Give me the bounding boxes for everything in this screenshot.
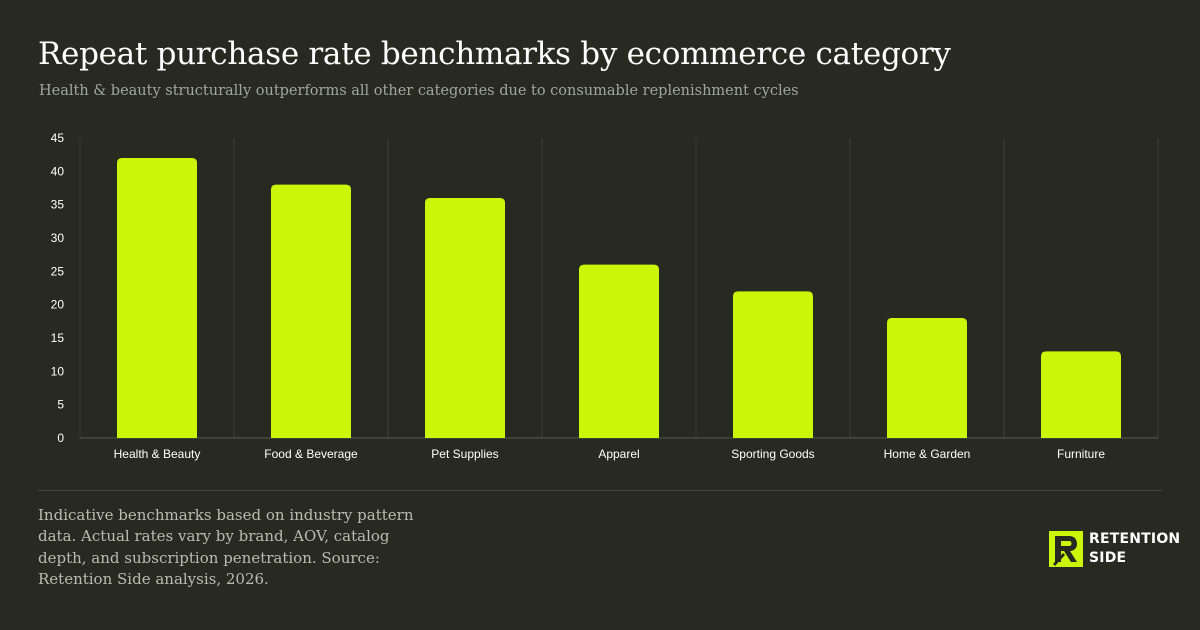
bar: [1041, 351, 1121, 438]
chart-subtitle: Health & beauty structurally outperforms…: [39, 83, 799, 99]
bar: [117, 158, 197, 438]
footer-divider: [38, 490, 1162, 491]
x-tick-label: Health & Beauty: [114, 447, 201, 461]
y-tick-label: 45: [51, 131, 65, 145]
y-tick-label: 5: [57, 398, 64, 412]
brand-name-line2: SIDE: [1089, 550, 1127, 566]
x-tick-label: Furniture: [1057, 447, 1105, 461]
bar-chart: 0 5 10 15 20 25 30 35 40 45 Health & Beauty Food &…: [51, 131, 1159, 461]
y-tick-label: 15: [51, 331, 65, 345]
bar: [271, 184, 351, 438]
x-tick-label: Pet Supplies: [431, 447, 498, 461]
y-tick-label: 30: [51, 231, 65, 245]
bar: [887, 318, 967, 438]
y-tick-label: 25: [51, 264, 65, 278]
y-tick-label: 10: [51, 364, 65, 378]
brand-logo: RETENTION SIDE: [1049, 530, 1180, 568]
retention-side-logo-icon: [1049, 531, 1083, 567]
bar: [579, 264, 659, 438]
bar: [733, 291, 813, 438]
footnote: Indicative benchmarks based on industry …: [38, 506, 414, 588]
brand-name-line1: RETENTION: [1089, 531, 1181, 547]
x-tick-label: Apparel: [598, 447, 639, 461]
y-tick-label: 40: [51, 164, 65, 178]
y-tick-label: 0: [57, 431, 64, 445]
bar: [425, 198, 505, 438]
x-tick-label: Food & Beverage: [264, 447, 358, 461]
x-tick-label: Sporting Goods: [731, 447, 814, 461]
x-axis-ticks: Health & Beauty Food & Beverage Pet Suppli…: [114, 447, 1106, 461]
chart-title: Repeat purchase rate benchmarks by ecomm…: [38, 36, 951, 72]
x-tick-label: Home & Garden: [884, 447, 971, 461]
y-tick-label: 35: [51, 198, 65, 212]
chart-bars: [117, 158, 1121, 438]
y-axis-ticks: 0 5 10 15 20 25 30 35 40 45: [51, 131, 65, 445]
brand-name: RETENTION SIDE: [1089, 530, 1180, 568]
y-tick-label: 20: [51, 298, 65, 312]
